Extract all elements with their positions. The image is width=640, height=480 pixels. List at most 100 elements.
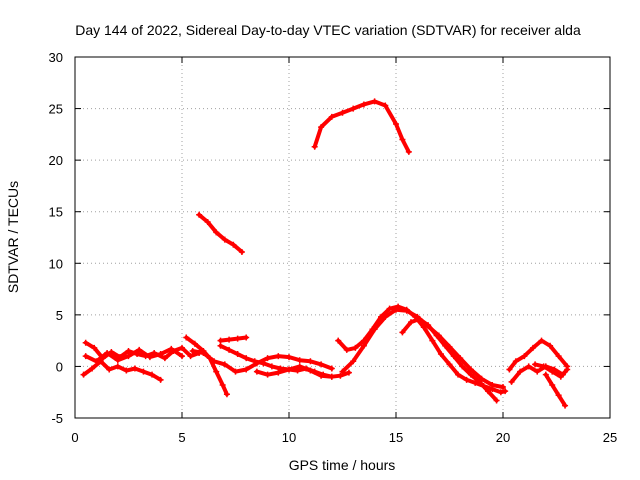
data-point xyxy=(221,361,228,368)
data-point xyxy=(463,376,470,383)
data-point xyxy=(196,211,203,218)
data-point xyxy=(264,371,271,378)
data-point xyxy=(455,371,462,378)
data-point xyxy=(211,358,218,365)
data-point xyxy=(318,361,325,368)
data-point xyxy=(446,361,453,368)
data-point xyxy=(420,324,427,331)
y-tick-label: 0 xyxy=(56,359,63,374)
y-tick-label: 10 xyxy=(49,256,63,271)
data-point xyxy=(335,337,342,344)
chart-title: Day 144 of 2022, Sidereal Day-to-day VTE… xyxy=(75,22,581,38)
data-point xyxy=(549,381,556,388)
data-point xyxy=(549,368,556,375)
data-point xyxy=(529,344,536,351)
data-point xyxy=(204,219,211,226)
data-point xyxy=(183,334,190,341)
data-point xyxy=(493,397,500,404)
data-point xyxy=(489,381,496,388)
data-point xyxy=(345,369,352,376)
data-point xyxy=(260,360,267,367)
y-axis-label: SDTVAR / TECUs xyxy=(5,181,21,293)
data-point xyxy=(234,351,241,358)
data-point xyxy=(457,355,464,362)
data-point xyxy=(339,109,346,116)
data-point xyxy=(89,365,96,372)
data-point xyxy=(337,372,344,379)
plot-frame xyxy=(74,56,611,419)
data-point xyxy=(532,361,539,368)
data-point xyxy=(521,353,528,360)
data-point xyxy=(275,369,282,376)
data-point xyxy=(386,305,393,312)
data-point xyxy=(157,351,164,358)
data-point xyxy=(371,98,378,105)
data-point xyxy=(157,376,164,383)
data-point xyxy=(467,371,474,378)
data-point xyxy=(187,353,194,360)
data-point xyxy=(123,367,130,374)
data-point xyxy=(114,363,121,370)
data-point xyxy=(557,373,564,380)
data-point xyxy=(286,354,292,361)
data-point xyxy=(517,368,524,375)
y-tick-label: -5 xyxy=(51,411,63,426)
data-point xyxy=(555,353,562,360)
x-tick-label: 10 xyxy=(282,430,296,445)
x-tick-label: 0 xyxy=(71,430,78,445)
data-point xyxy=(525,363,532,370)
data-point xyxy=(547,342,554,349)
y-tick-label: 20 xyxy=(49,153,63,168)
data-point xyxy=(223,391,230,398)
data-point xyxy=(542,371,549,378)
data-point xyxy=(253,368,260,375)
data-point xyxy=(125,353,132,360)
data-point xyxy=(382,102,389,109)
data-point xyxy=(538,337,545,344)
data-point xyxy=(476,378,483,385)
data-point xyxy=(217,342,224,349)
data-point xyxy=(478,375,485,382)
data-point xyxy=(350,358,357,365)
data-point xyxy=(540,363,547,370)
data-point xyxy=(149,371,156,378)
data-point xyxy=(93,358,100,365)
data-point xyxy=(275,353,282,360)
data-point xyxy=(352,344,359,351)
data-point xyxy=(82,339,89,346)
data-point xyxy=(328,365,335,372)
x-tick-label: 20 xyxy=(496,430,510,445)
data-point xyxy=(405,148,412,155)
data-point xyxy=(393,121,399,128)
data-point xyxy=(219,381,226,388)
data-point xyxy=(125,347,132,354)
data-point xyxy=(243,366,250,373)
data-point xyxy=(243,355,250,362)
data-point xyxy=(399,136,406,143)
data-point xyxy=(168,345,175,352)
data-point xyxy=(393,306,399,313)
data-point xyxy=(106,366,113,373)
data-point xyxy=(311,143,318,150)
data-point xyxy=(403,307,410,314)
data-point xyxy=(213,229,220,236)
data-point xyxy=(136,346,143,353)
data-point xyxy=(328,373,335,380)
y-tick-label: 15 xyxy=(49,205,63,220)
data-point xyxy=(161,355,168,362)
y-tick-label: 25 xyxy=(49,102,63,117)
data-point xyxy=(472,379,479,386)
data-point xyxy=(251,358,258,365)
data-point xyxy=(485,388,492,395)
data-point xyxy=(343,346,350,353)
data-point xyxy=(502,388,509,395)
x-axis-label: GPS time / hours xyxy=(289,457,396,473)
data-point xyxy=(268,363,275,370)
data-point xyxy=(232,368,239,375)
data-point xyxy=(497,389,504,396)
y-tick-label: 30 xyxy=(49,50,63,65)
data-point xyxy=(189,347,196,354)
data-point xyxy=(360,342,367,349)
data-point xyxy=(360,101,367,108)
data-point xyxy=(459,363,466,370)
